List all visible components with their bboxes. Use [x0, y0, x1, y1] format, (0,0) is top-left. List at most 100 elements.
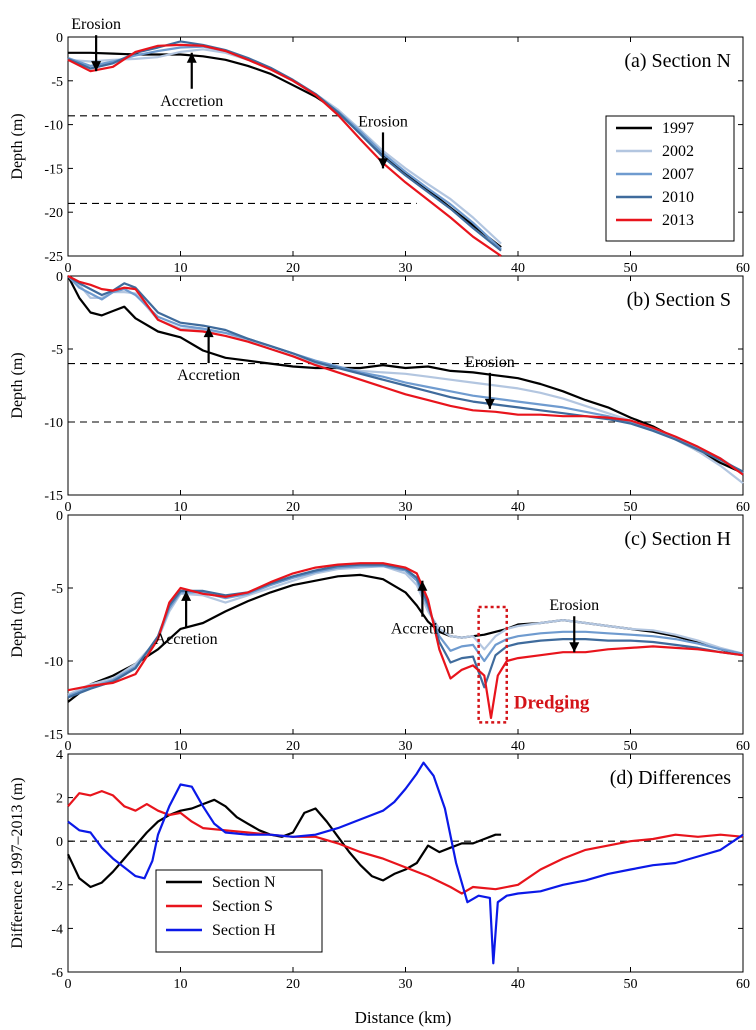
- x-tick-label: 50: [624, 739, 638, 754]
- annotation-erosion: Erosion: [358, 113, 408, 169]
- panel-title: (b) Section S: [627, 289, 731, 311]
- x-tick-label: 20: [286, 977, 300, 992]
- y-axis-label: Depth (m): [9, 352, 26, 418]
- annotation-arrow-head: [484, 398, 495, 409]
- legend-entry: Section S: [212, 898, 273, 915]
- y-tick-label: -6: [51, 966, 63, 981]
- annotation-label: Erosion: [358, 113, 408, 130]
- annotation-erosion: Erosion: [71, 16, 121, 72]
- x-tick-label: 50: [624, 261, 638, 276]
- x-tick-label: 20: [286, 739, 300, 754]
- legend-entry: 1997: [662, 120, 694, 137]
- plot-frame: [67, 514, 744, 735]
- legend-entry: Section H: [212, 922, 276, 939]
- x-tick-label: 60: [736, 261, 750, 276]
- panel-2: 0 10 20 30 40 50 60 0 -5 -10 -15 Depth (m) (b) Secti…: [9, 270, 750, 515]
- annotation-accretion: Accretion: [391, 580, 454, 638]
- x-tick-label: 20: [286, 261, 300, 276]
- y-axis-label: Depth (m): [9, 113, 26, 179]
- y-tick-label: 0: [56, 509, 63, 524]
- legend-box: [155, 869, 323, 953]
- legend-entry: 2007: [662, 166, 694, 183]
- y-tick-label: -5: [51, 343, 63, 358]
- x-tick-label: 40: [511, 739, 525, 754]
- annotation-label: Erosion: [71, 16, 121, 33]
- panel-title: (d) Differences: [610, 767, 731, 789]
- y-axis-label: Depth (m): [9, 591, 26, 657]
- series-line-2013: [67, 275, 744, 476]
- x-tick-label: 30: [399, 739, 413, 754]
- annotation-label: Accretion: [155, 631, 218, 648]
- x-tick-label: 50: [624, 977, 638, 992]
- y-tick-label: -10: [44, 119, 63, 134]
- x-tick-label: 60: [736, 739, 750, 754]
- legend: 1997 2002 2007 2010 2013: [605, 115, 735, 242]
- y-tick-label: 0: [56, 835, 63, 850]
- annotation-label: Accretion: [177, 367, 240, 384]
- x-axis-label: Distance (km): [355, 1008, 452, 1027]
- x-tick-label: 0: [65, 261, 72, 276]
- y-tick-label: -4: [51, 922, 63, 937]
- x-tick-label: 40: [511, 977, 525, 992]
- annotation-erosion: Erosion: [465, 354, 515, 409]
- y-tick-label: -2: [51, 879, 63, 894]
- annotation-arrow-head: [203, 327, 214, 338]
- annotation-arrow-head: [186, 52, 197, 63]
- x-tick-label: 10: [174, 739, 188, 754]
- y-tick-label: -5: [51, 75, 63, 90]
- annotation-label: Erosion: [549, 597, 599, 614]
- x-tick-label: 0: [65, 739, 72, 754]
- x-tick-label: 60: [736, 977, 750, 992]
- x-tick-label: 50: [624, 500, 638, 515]
- series-line-2010: [67, 275, 744, 473]
- annotation-label: Erosion: [465, 354, 515, 371]
- panel-title: (a) Section N: [624, 50, 731, 72]
- x-tick-label: 0: [65, 500, 72, 515]
- annotation-arrow-head: [91, 61, 102, 72]
- y-tick-label: -15: [44, 162, 63, 177]
- annotation-arrow-head: [181, 590, 192, 601]
- y-tick-label: -10: [44, 655, 63, 670]
- legend-entry: 2013: [662, 212, 694, 229]
- annotation-arrow-head: [569, 642, 580, 653]
- y-axis-label: Difference 1997–2013 (m): [9, 777, 26, 948]
- legend-entry: 2002: [662, 143, 694, 160]
- x-tick-label: 20: [286, 500, 300, 515]
- panel-1: 0 10 20 30 40 50 60 0 -5 -10 -15 -20 -25 Depth (m) (a)…: [9, 16, 750, 276]
- series-line-2013: [67, 43, 502, 257]
- x-tick-label: 40: [511, 500, 525, 515]
- series-line-section-s: [67, 789, 744, 895]
- annotation-accretion: Accretion: [177, 327, 240, 384]
- y-tick-label: -25: [44, 250, 63, 265]
- x-tick-label: 30: [399, 261, 413, 276]
- y-tick-label: 0: [56, 270, 63, 285]
- legend: Section N Section S Section H: [155, 869, 323, 953]
- y-tick-label: 0: [56, 31, 63, 46]
- x-tick-label: 10: [174, 977, 188, 992]
- x-tick-label: 40: [511, 261, 525, 276]
- annotation-arrow-head: [417, 580, 428, 591]
- annotation-label: Accretion: [160, 93, 223, 110]
- legend-entry: 2010: [662, 189, 694, 206]
- annotation-accretion: Accretion: [160, 52, 223, 110]
- y-tick-label: -15: [44, 728, 63, 743]
- legend-entry: Section N: [212, 874, 276, 891]
- annotation-erosion: Erosion: [549, 597, 599, 653]
- x-tick-label: 0: [65, 977, 72, 992]
- y-tick-label: 2: [56, 792, 63, 807]
- dredging-box: [477, 605, 508, 724]
- series-line-2013: [67, 562, 744, 720]
- annotation-label: Accretion: [391, 621, 454, 638]
- panel-title: (c) Section H: [624, 528, 731, 550]
- annotation-arrow-head: [378, 158, 388, 169]
- x-tick-label: 10: [174, 261, 188, 276]
- y-tick-label: -5: [51, 582, 63, 597]
- y-tick-label: -10: [44, 416, 63, 431]
- annotation-accretion: Accretion: [155, 590, 218, 648]
- series-line-section-h: [67, 761, 744, 965]
- panel-3: 0 10 20 30 40 50 60 0 -5 -10 -15 Depth (m) (c) Secti…: [9, 509, 750, 754]
- x-tick-label: 60: [736, 500, 750, 515]
- y-tick-label: -15: [44, 489, 63, 504]
